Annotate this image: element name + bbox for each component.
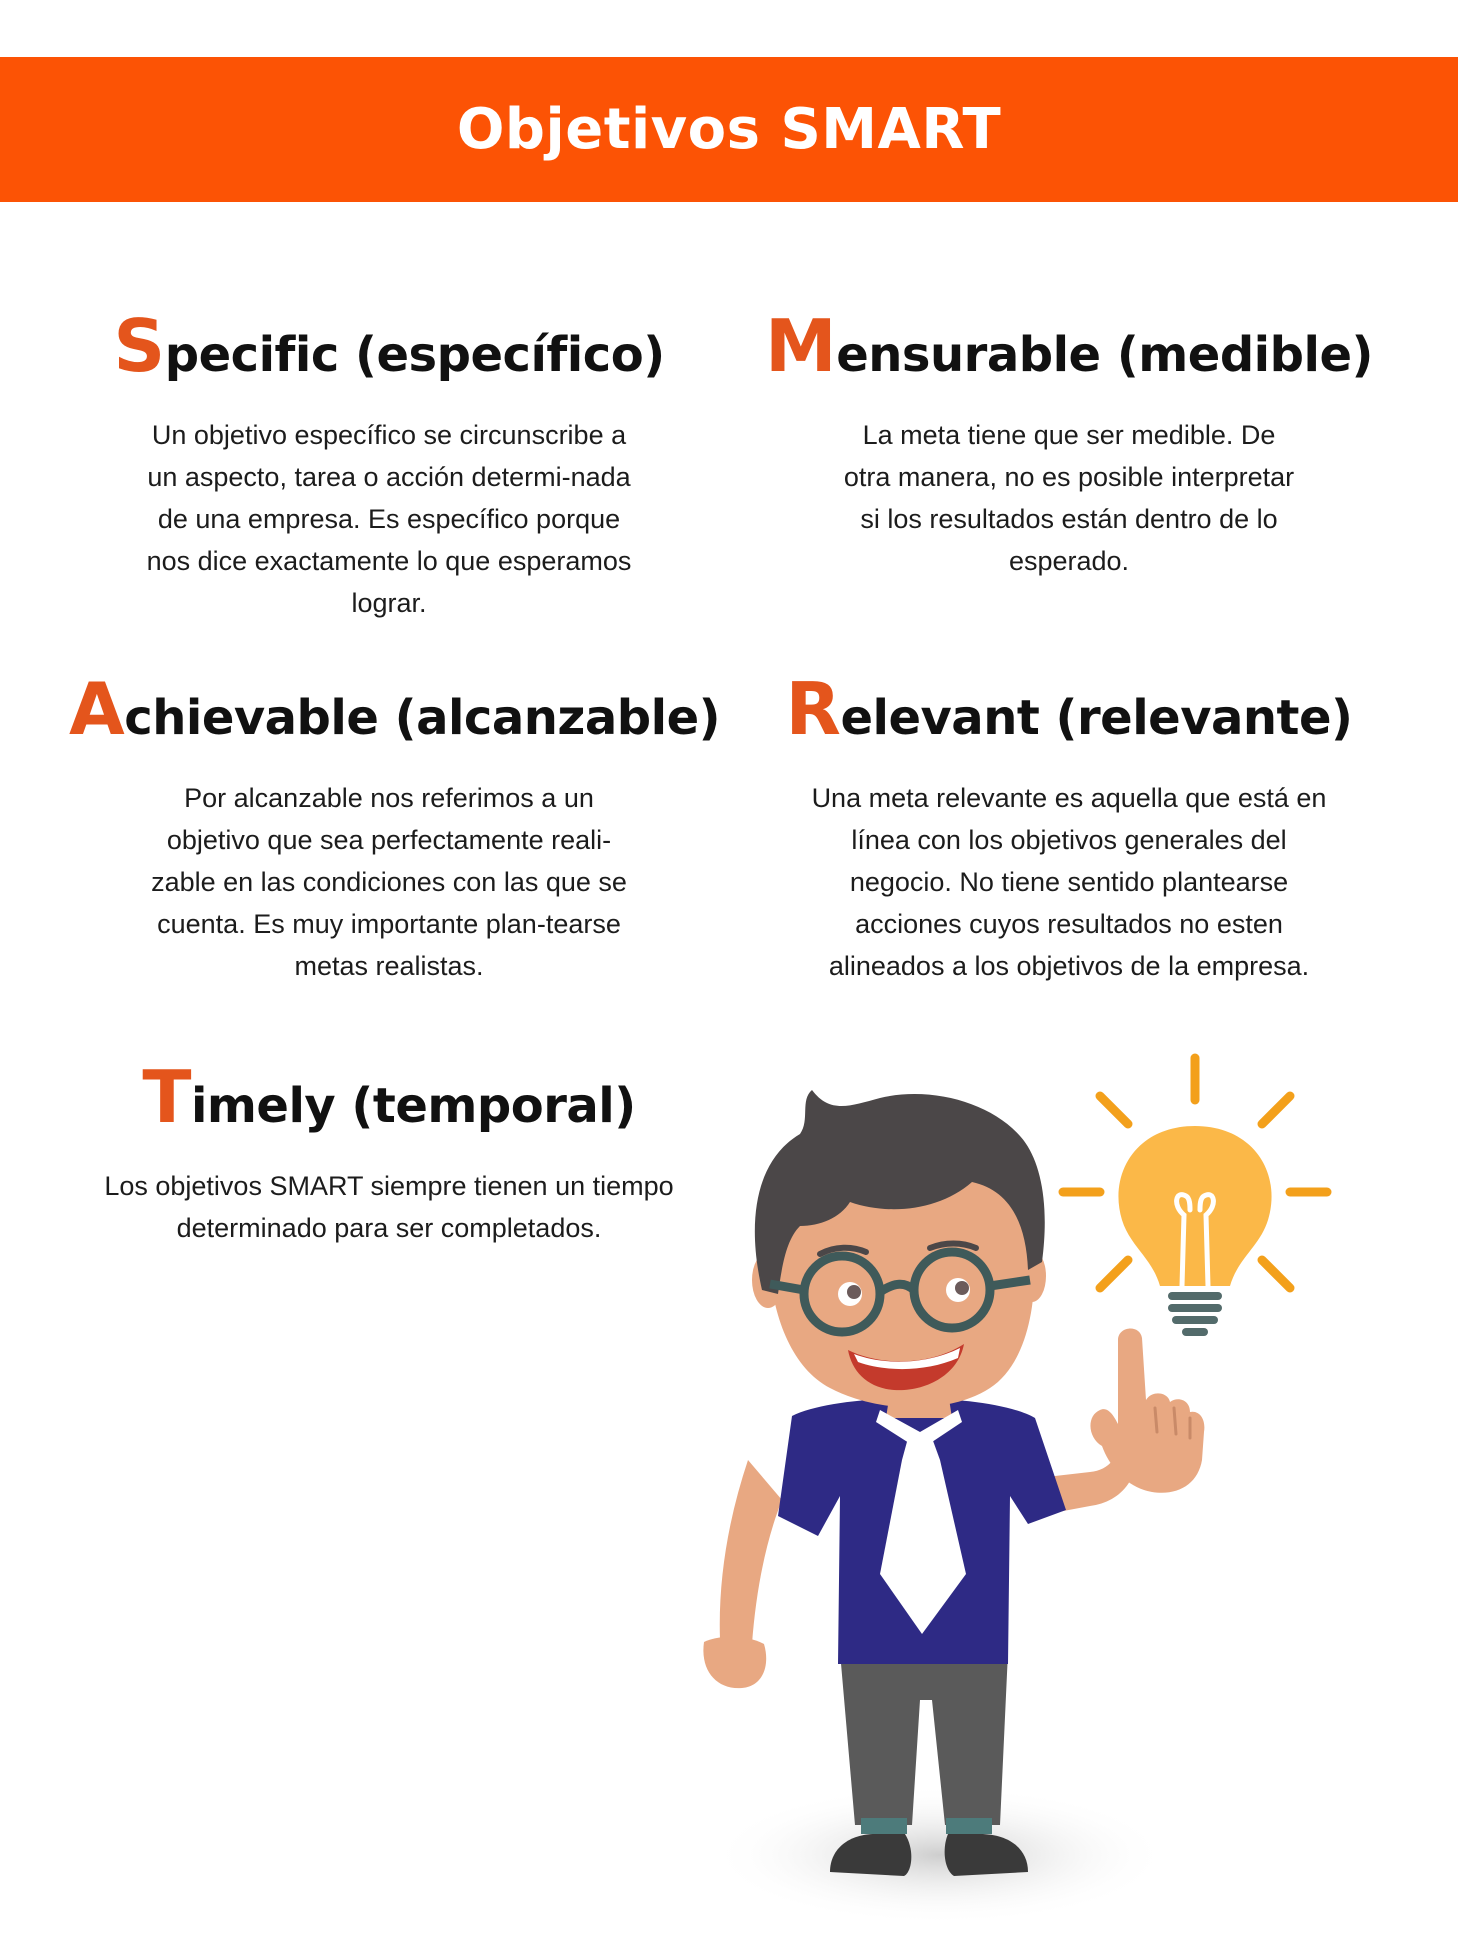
glasses: [769, 1247, 1031, 1337]
man-with-lightbulb-illustration: [703, 1053, 1332, 1925]
section-body: Por alcanzable nos referimos a un objeti…: [151, 782, 627, 981]
heading-initial: A: [69, 667, 125, 751]
section-timely: Timely (temporal) Los objetivos SMART si…: [69, 1056, 709, 1249]
pants: [840, 1652, 1008, 1825]
section-heading: Specific (específico): [69, 305, 709, 388]
section-mensurable: Mensurable (medible) La meta tiene que s…: [749, 305, 1389, 582]
heading-initial: T: [142, 1055, 191, 1139]
heading-rest: elevant (relevante): [840, 690, 1353, 746]
section-body: Un objetivo específico se circunscribe a…: [146, 419, 632, 618]
heading-initial: R: [785, 667, 841, 751]
heading-initial: M: [765, 304, 837, 388]
section-body: La meta tiene que ser medible. De otra m…: [843, 419, 1295, 576]
heading-rest: ensurable (medible): [836, 327, 1373, 383]
section-heading: Achievable (alcanzable): [69, 667, 721, 751]
heading-rest: imely (temporal): [190, 1078, 636, 1134]
section-heading: Relevant (relevante): [749, 668, 1389, 751]
section-heading: Mensurable (medible): [749, 305, 1389, 388]
section-specific: Specific (específico) Un objetivo especí…: [69, 305, 709, 624]
light-bulb-icon: [1058, 1053, 1332, 1336]
heading-initial: S: [113, 304, 165, 388]
section-relevant: Relevant (relevante) Una meta relevante …: [749, 668, 1389, 987]
header-banner: Objetivos SMART: [0, 57, 1458, 202]
floor-shadow: [710, 1785, 1170, 1925]
section-body: Los objetivos SMART siempre tienen un ti…: [104, 1170, 674, 1243]
section-achievable: Achievable (alcanzable) Por alcanzable n…: [69, 667, 721, 987]
tie: [880, 1438, 966, 1634]
page-title: Objetivos SMART: [456, 97, 1002, 162]
heading-rest: pecific (específico): [164, 327, 665, 383]
section-heading: Timely (temporal): [69, 1056, 709, 1139]
hair: [754, 1090, 1045, 1294]
section-body: Una meta relevante es aquella que está e…: [811, 782, 1327, 981]
heading-rest: chievable (alcanzable): [124, 690, 721, 746]
man-with-glasses-icon: [703, 1090, 1205, 1876]
